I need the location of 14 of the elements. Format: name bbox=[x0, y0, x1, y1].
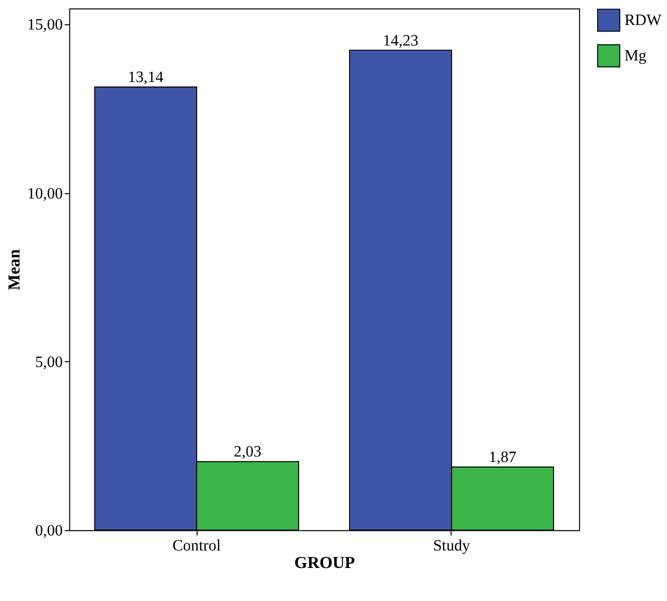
legend-label: Mg bbox=[624, 48, 647, 65]
data-label: 14,23 bbox=[382, 32, 418, 50]
x-axis-title: GROUP bbox=[294, 553, 355, 572]
legend-label: RDW bbox=[624, 12, 662, 30]
data-label: 1,87 bbox=[488, 449, 516, 466]
y-tick-label: 5,00 bbox=[35, 354, 63, 371]
y-axis-title: Mean bbox=[4, 248, 24, 290]
y-tick-label: 15,00 bbox=[27, 16, 63, 34]
data-label: 2,03 bbox=[234, 444, 262, 461]
x-tick-label: Control bbox=[172, 537, 222, 554]
y-tick-label: 10,00 bbox=[27, 185, 63, 202]
x-tick-label: Study bbox=[433, 537, 470, 554]
y-tick-label: 0,00 bbox=[35, 522, 63, 540]
data-label: 13,14 bbox=[128, 69, 164, 86]
